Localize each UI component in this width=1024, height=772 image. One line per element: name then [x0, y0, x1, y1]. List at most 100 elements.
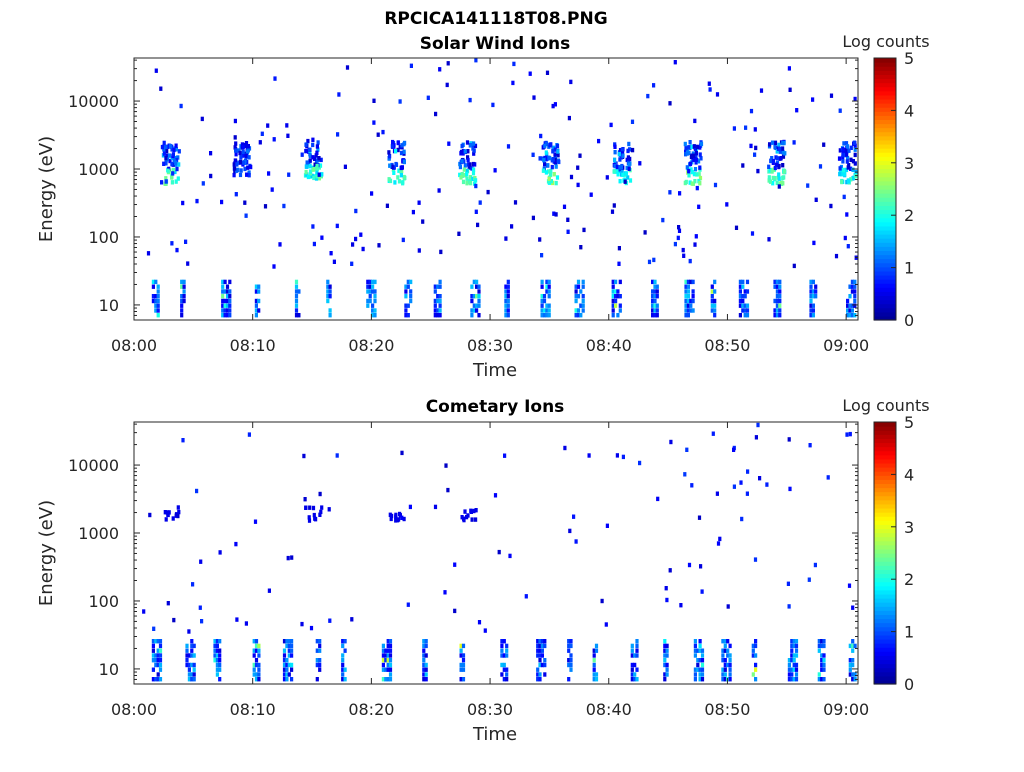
heatmap-cell [174, 160, 178, 165]
heatmap-cell [158, 677, 163, 682]
colorbar-step [874, 197, 896, 202]
heatmap-cell [306, 174, 310, 180]
heatmap-cell [190, 639, 194, 644]
heatmap-cell [807, 577, 811, 582]
heatmap-cell [846, 298, 850, 304]
heatmap-cell [694, 234, 698, 239]
heatmap-cell [576, 279, 581, 285]
heatmap-cell [187, 629, 191, 634]
heatmap-cell [474, 178, 478, 183]
colorbar-tick-label: 0 [904, 311, 914, 330]
heatmap-cell [778, 308, 782, 313]
heatmap-cell [320, 505, 324, 510]
heatmap-cell [778, 298, 782, 304]
heatmap-cell [402, 149, 406, 154]
heatmap-cell [787, 677, 791, 682]
heatmap-cell [506, 144, 511, 149]
panel-title-cometary: Cometary Ions [426, 397, 565, 417]
heatmap-cell [653, 289, 657, 294]
heatmap-cell [627, 162, 631, 167]
heatmap-cell [838, 108, 842, 113]
heatmap-cell [663, 677, 667, 682]
heatmap-cell [745, 491, 749, 496]
colorbar-step [874, 467, 896, 472]
heatmap-cell [477, 303, 481, 308]
heatmap-cell [172, 617, 176, 623]
heatmap-cell [172, 167, 176, 173]
heatmap-cell [180, 284, 184, 289]
heatmap-cell [192, 662, 196, 668]
heatmap-cell [581, 303, 585, 308]
heatmap-cell [665, 653, 669, 658]
heatmap-cell [151, 653, 155, 658]
heatmap-cell [684, 298, 688, 304]
heatmap-cell [359, 232, 363, 237]
heatmap-cell [767, 164, 771, 169]
heatmap-cell [463, 163, 467, 168]
heatmap-cell [687, 173, 691, 178]
heatmap-cell [244, 153, 249, 158]
heatmap-cell [257, 298, 261, 304]
heatmap-cell [684, 294, 688, 299]
heatmap-cell [343, 164, 347, 169]
heatmap-cell [549, 142, 553, 147]
heatmap-cell [822, 639, 826, 644]
heatmap-cell [151, 294, 155, 299]
heatmap-cell [756, 168, 760, 174]
heatmap-cell [656, 496, 660, 502]
heatmap-cell [335, 223, 339, 229]
colorbar-step [874, 242, 896, 247]
heatmap-cell [263, 204, 268, 209]
heatmap-cell [775, 149, 779, 154]
heatmap-cell [690, 181, 694, 186]
x-tick-label: 09:00 [823, 700, 869, 719]
heatmap-cell [398, 513, 402, 518]
colorbar-step [874, 66, 896, 71]
heatmap-cell [388, 163, 392, 168]
heatmap-cell [370, 191, 374, 196]
heatmap-cell [166, 601, 170, 606]
heatmap-cell [247, 170, 251, 175]
heatmap-cell [332, 259, 336, 264]
heatmap-cell [409, 63, 413, 68]
heatmap-cell [247, 173, 251, 178]
heatmap-cell [245, 149, 250, 154]
heatmap-cell [491, 102, 495, 108]
colorbar-step [874, 585, 896, 591]
heatmap-cell [806, 183, 810, 188]
colorbar-step [874, 659, 896, 665]
heatmap-cell [618, 303, 622, 308]
heatmap-cell [404, 289, 408, 294]
heatmap-cell [409, 294, 413, 299]
heatmap-cell [777, 163, 781, 169]
heatmap-cell [218, 677, 222, 682]
heatmap-cell [540, 298, 544, 304]
heatmap-cell [618, 294, 622, 299]
heatmap-cell [686, 279, 690, 285]
heatmap-cell [568, 528, 572, 534]
heatmap-cell [751, 653, 755, 658]
heatmap-cell [223, 298, 227, 304]
colorbar-step [874, 82, 896, 88]
colorbar-step [874, 78, 896, 84]
heatmap-cell [504, 289, 508, 294]
colorbar-step [874, 98, 896, 104]
heatmap-cell [175, 247, 179, 253]
heatmap-cell [850, 313, 854, 318]
heatmap-cell [741, 294, 745, 299]
heatmap-cell [655, 284, 659, 289]
heatmap-cell [693, 653, 697, 658]
heatmap-cell [524, 594, 528, 599]
heatmap-cell [579, 313, 583, 318]
heatmap-cell [239, 155, 243, 160]
heatmap-cell [715, 92, 720, 97]
heatmap-cell [225, 294, 230, 299]
heatmap-cell [700, 667, 705, 672]
heatmap-cell [156, 648, 160, 653]
heatmap-cell [388, 667, 393, 672]
heatmap-cell [504, 308, 508, 313]
heatmap-cell [373, 298, 377, 304]
heatmap-cell [545, 303, 549, 308]
heatmap-cell [554, 180, 558, 186]
colorbar-label-solar-wind: Log counts [842, 32, 929, 51]
